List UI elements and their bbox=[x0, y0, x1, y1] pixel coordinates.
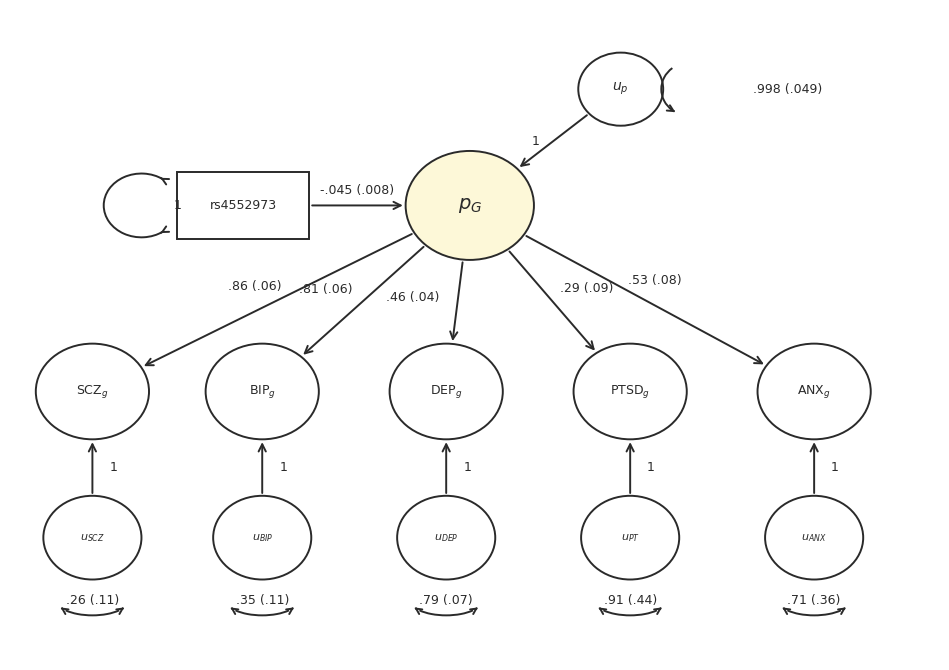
Text: .53 (.08): .53 (.08) bbox=[627, 274, 681, 287]
Text: $u_{SCZ}$: $u_{SCZ}$ bbox=[80, 532, 104, 543]
Ellipse shape bbox=[765, 496, 864, 580]
Text: $u_{PT}$: $u_{PT}$ bbox=[621, 532, 640, 543]
Text: $p_G$: $p_G$ bbox=[457, 196, 482, 215]
Text: .29 (.09): .29 (.09) bbox=[561, 282, 614, 295]
Text: $u_{ANX}$: $u_{ANX}$ bbox=[801, 532, 827, 543]
Ellipse shape bbox=[581, 496, 679, 580]
Text: 1: 1 bbox=[531, 135, 539, 147]
Ellipse shape bbox=[36, 344, 149, 440]
Ellipse shape bbox=[44, 496, 141, 580]
Ellipse shape bbox=[397, 496, 495, 580]
Text: rs4552973: rs4552973 bbox=[210, 199, 277, 212]
Text: .46 (.04): .46 (.04) bbox=[386, 291, 439, 304]
Ellipse shape bbox=[757, 344, 871, 440]
Ellipse shape bbox=[390, 344, 503, 440]
Bar bbox=[177, 172, 309, 239]
Ellipse shape bbox=[578, 53, 663, 126]
Text: $u_{DEP}$: $u_{DEP}$ bbox=[434, 532, 458, 543]
Text: .35 (.11): .35 (.11) bbox=[235, 594, 288, 607]
Ellipse shape bbox=[206, 344, 319, 440]
Text: PTSD$_g$: PTSD$_g$ bbox=[610, 383, 650, 400]
Text: 1: 1 bbox=[463, 461, 471, 474]
Text: 1: 1 bbox=[647, 461, 655, 474]
Ellipse shape bbox=[405, 151, 534, 260]
Text: .79 (.07): .79 (.07) bbox=[419, 594, 473, 607]
Text: SCZ$_g$: SCZ$_g$ bbox=[76, 383, 109, 400]
Text: .81 (.06): .81 (.06) bbox=[299, 283, 352, 296]
Text: $u_{BIP}$: $u_{BIP}$ bbox=[251, 532, 273, 543]
Text: .91 (.44): .91 (.44) bbox=[604, 594, 657, 607]
Text: .998 (.049): .998 (.049) bbox=[753, 82, 822, 96]
Text: 1: 1 bbox=[831, 461, 839, 474]
Text: 1: 1 bbox=[279, 461, 288, 474]
Text: DEP$_g$: DEP$_g$ bbox=[430, 383, 462, 400]
Text: .71 (.36): .71 (.36) bbox=[788, 594, 841, 607]
Text: .26 (.11): .26 (.11) bbox=[65, 594, 119, 607]
Text: BIP$_g$: BIP$_g$ bbox=[249, 383, 276, 400]
Text: -.045 (.008): -.045 (.008) bbox=[321, 184, 395, 198]
Text: .86 (.06): .86 (.06) bbox=[228, 280, 282, 293]
Text: 1: 1 bbox=[109, 461, 118, 474]
Ellipse shape bbox=[573, 344, 687, 440]
Text: 1: 1 bbox=[175, 199, 182, 212]
Text: ANX$_g$: ANX$_g$ bbox=[797, 383, 831, 400]
Text: $u_p$: $u_p$ bbox=[612, 81, 629, 97]
Ellipse shape bbox=[214, 496, 311, 580]
